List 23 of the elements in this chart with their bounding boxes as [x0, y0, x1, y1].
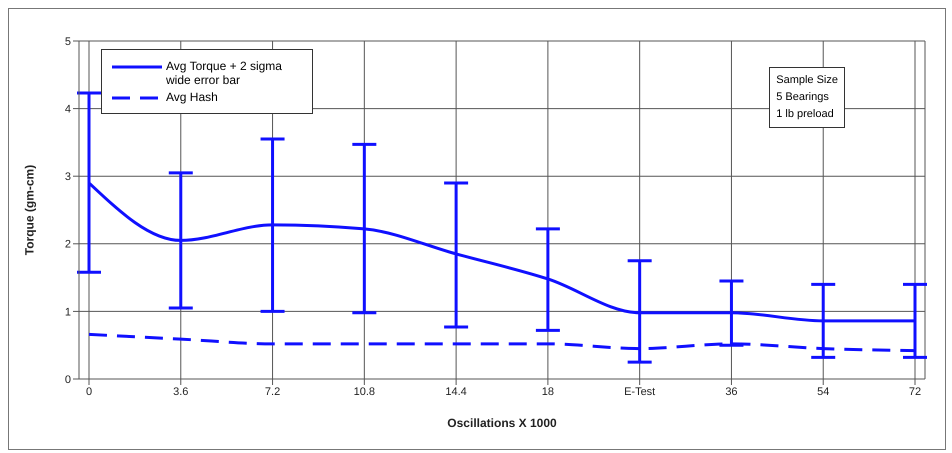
y-axis-title: Torque (gm-cm)	[22, 164, 36, 256]
y-tick-label: 4	[64, 104, 71, 116]
x-tick-label: 36	[725, 386, 738, 398]
x-tick-label: 72	[908, 386, 922, 398]
annotation: 1 lb preload	[776, 107, 835, 122]
legend-label: Avg Hash	[166, 90, 218, 104]
annotation: Sample Size	[776, 73, 838, 88]
x-tick-label: 0	[86, 386, 92, 398]
x-axis-title: Oscillations X 1000	[447, 416, 558, 430]
legend-label: Avg Torque + 2 sigma wide error bar	[166, 59, 283, 87]
x-tick-label: E-Test	[624, 386, 656, 398]
x-tick-label: 10.8	[354, 386, 376, 398]
y-tick-label: 0	[64, 374, 71, 386]
y-tick-label: 3	[64, 171, 71, 184]
x-tick-label: 18	[542, 386, 554, 398]
annotation: 5 Bearings	[776, 90, 830, 105]
y-tick-label: 5	[64, 36, 71, 48]
x-tick-label: 14.4	[445, 386, 467, 398]
y-tick-label: 1	[64, 306, 71, 318]
y-tick-label: 2	[64, 238, 71, 251]
x-tick-label: 3.6	[173, 386, 188, 398]
x-tick-label: 54	[817, 386, 830, 398]
x-tick-label: 7.2	[264, 386, 280, 398]
